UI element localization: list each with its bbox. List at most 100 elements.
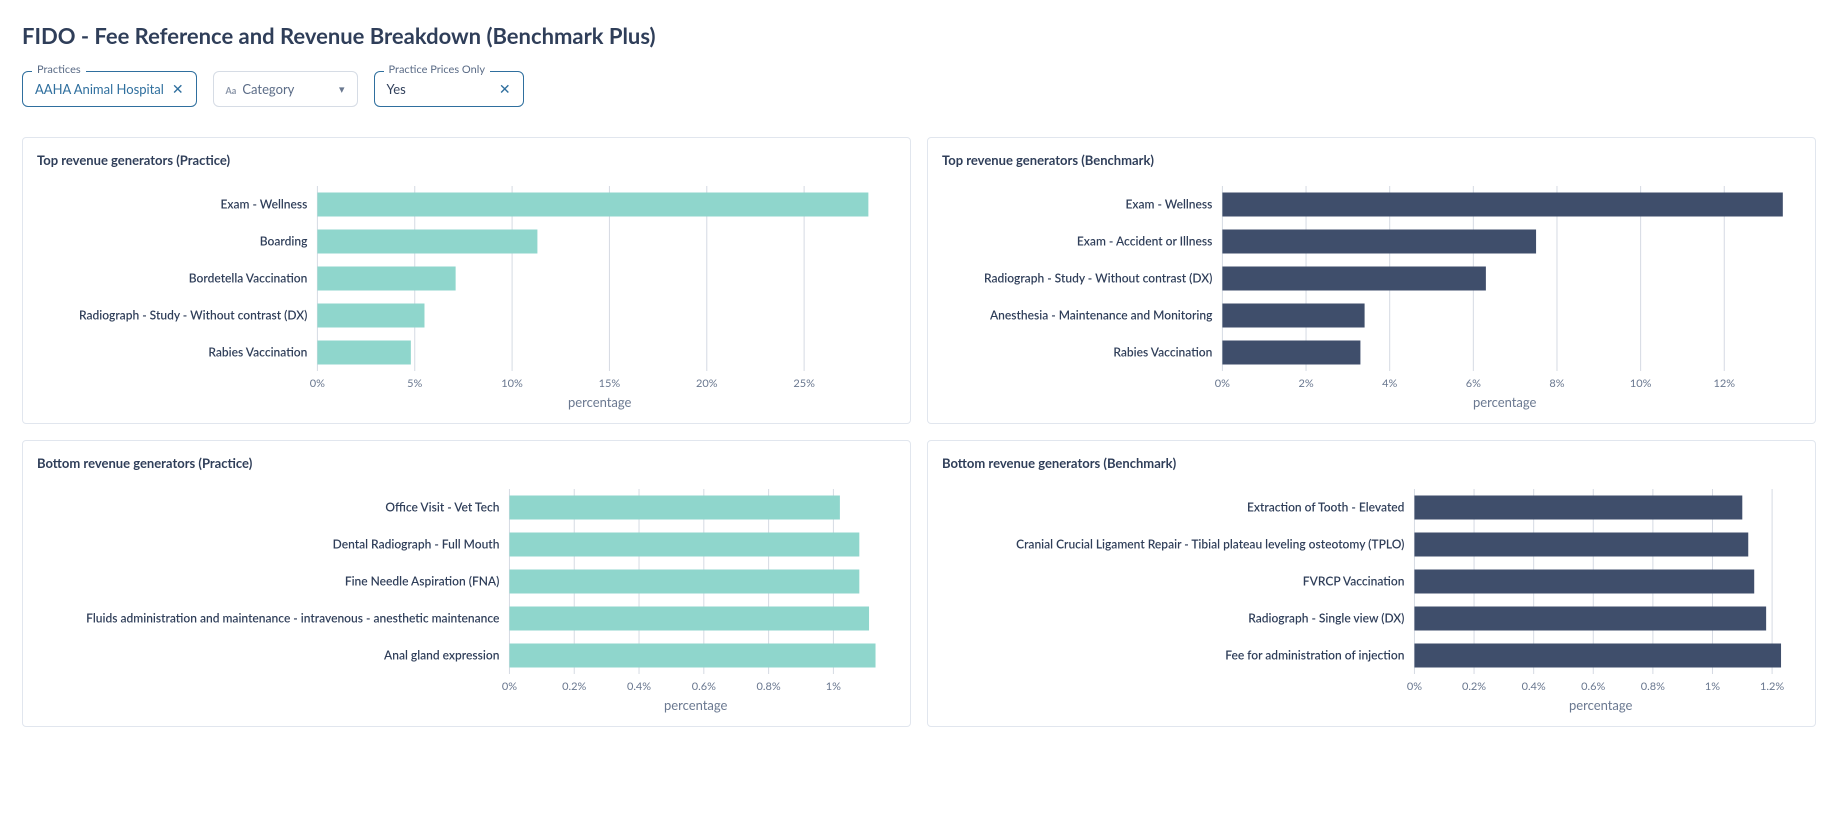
bar-chart-svg: 0% 0.2% 0.4% 0.6% 0.8% 1% Office Visit - Vet T… [37,481,896,718]
chevron-down-icon: ▾ [339,83,345,96]
x-tick-label: 1% [826,680,841,693]
text-icon: Aa [226,85,237,96]
x-tick-label: 10% [1630,377,1652,390]
x-tick-label: 5% [407,377,422,390]
chart-bar[interactable] [1222,267,1485,291]
card-title: Top revenue generators (Benchmark) [942,152,1801,168]
chart-bar[interactable] [1414,533,1748,557]
chart-bar[interactable] [1414,607,1766,631]
x-tick-label: 0.2% [562,680,586,693]
x-tick-label: 1% [1705,680,1720,693]
prices-only-filter-label: Practice Prices Only [384,63,490,76]
bar-category-label: Radiograph - Study - Without contrast (D… [984,271,1212,286]
card-bottom-benchmark: Bottom revenue generators (Benchmark) 0%… [927,440,1816,727]
x-tick-label: 0.2% [1462,680,1486,693]
chart-bar[interactable] [317,267,455,291]
chart-bottom-practice: 0% 0.2% 0.4% 0.6% 0.8% 1% Office Visit - Vet T… [37,481,896,718]
chart-bar[interactable] [509,570,859,594]
bar-category-label: Boarding [260,234,308,249]
bar-category-label: Anal gland expression [383,648,499,663]
card-title: Top revenue generators (Practice) [37,152,896,168]
bar-category-label: Radiograph - Study - Without contrast (D… [79,308,307,323]
x-tick-label: 10% [501,377,523,390]
x-tick-label: 2% [1298,377,1313,390]
x-tick-label: 0.4% [1522,680,1546,693]
bar-category-label: Exam - Wellness [1125,197,1212,212]
practices-filter-label: Practices [32,63,86,76]
chart-bar[interactable] [317,304,424,328]
card-top-benchmark: Top revenue generators (Benchmark) 0% 2% 4… [927,137,1816,424]
x-tick-label: 0.6% [692,680,716,693]
x-tick-label: 0.8% [1641,680,1665,693]
practices-filter[interactable]: Practices AAHA Animal Hospital ✕ [22,71,197,107]
card-title: Bottom revenue generators (Benchmark) [942,455,1801,471]
prices-only-filter[interactable]: Practice Prices Only Yes ✕ [374,71,524,107]
bar-category-label: Fee for administration of injection [1225,648,1404,663]
bar-category-label: Rabies Vaccination [208,345,307,360]
clear-icon[interactable]: ✕ [499,80,511,98]
bar-category-label: Extraction of Tooth - Elevated [1247,500,1404,515]
bar-chart-svg: 0% 5% 10% 15% 20% 25% Exam - Wellness Boarding B… [37,178,896,415]
chart-bar[interactable] [317,230,537,254]
x-axis-label: percentage [1569,697,1633,713]
x-tick-label: 1.2% [1760,680,1784,693]
category-filter[interactable]: Aa Category ▾ [213,71,358,107]
card-top-practice: Top revenue generators (Practice) 0% 5% 10… [22,137,911,424]
bar-category-label: FVRCP Vaccination [1303,574,1405,589]
chart-bar[interactable] [1222,193,1782,217]
bar-category-label: Office Visit - Vet Tech [385,500,499,515]
chart-bar[interactable] [509,533,859,557]
chart-bar[interactable] [1414,644,1781,668]
bar-category-label: Anesthesia - Maintenance and Monitoring [989,308,1213,323]
bar-category-label: Cranial Crucial Ligament Repair - Tibial… [1016,537,1404,552]
chart-bar[interactable] [509,496,839,520]
bar-category-label: Radiograph - Single view (DX) [1248,611,1404,626]
x-tick-label: 25% [793,377,815,390]
practices-filter-value: AAHA Animal Hospital [35,81,164,97]
chart-bar[interactable] [509,607,869,631]
x-tick-label: 0.4% [627,680,651,693]
x-tick-label: 0% [1407,680,1422,693]
bar-category-label: Bordetella Vaccination [189,271,308,286]
clear-icon[interactable]: ✕ [172,80,184,98]
x-tick-label: 0.6% [1581,680,1605,693]
x-tick-label: 0% [1215,377,1230,390]
bar-category-label: Exam - Wellness [220,197,307,212]
x-tick-label: 6% [1466,377,1481,390]
x-axis-label: percentage [568,394,632,410]
chart-bar[interactable] [1222,304,1364,328]
x-tick-label: 12% [1713,377,1735,390]
prices-only-filter-value: Yes [387,81,406,97]
chart-bar[interactable] [1414,496,1742,520]
chart-bar[interactable] [1222,230,1536,254]
bar-category-label: Exam - Accident or Illness [1077,234,1213,249]
x-tick-label: 8% [1549,377,1564,390]
card-bottom-practice: Bottom revenue generators (Practice) 0%0… [22,440,911,727]
chart-top-benchmark: 0% 2% 4% 6% 8% 10% 12% Exam - Wellness Exam - Ac… [942,178,1801,415]
page-title: FIDO - Fee Reference and Revenue Breakdo… [22,22,1816,49]
x-axis-label: percentage [1473,394,1537,410]
chart-grid: Top revenue generators (Practice) 0% 5% 10… [22,137,1816,727]
bar-category-label: Fine Needle Aspiration (FNA) [345,574,500,589]
x-tick-label: 0.8% [757,680,781,693]
chart-top-practice: 0% 5% 10% 15% 20% 25% Exam - Wellness Boarding B… [37,178,896,415]
x-tick-label: 0% [502,680,517,693]
chart-bar[interactable] [509,644,875,668]
chart-bottom-benchmark: 0% 0.2% 0.4% 0.6% 0.8% 1% 1.2% Extraction of To… [942,481,1801,718]
filter-bar: Practices AAHA Animal Hospital ✕ Aa Categ… [22,71,1816,107]
chart-bar[interactable] [317,341,410,365]
category-filter-placeholder: Category [242,81,294,97]
bar-chart-svg: 0% 2% 4% 6% 8% 10% 12% Exam - Wellness Exam - Ac… [942,178,1801,415]
bar-chart-svg: 0% 0.2% 0.4% 0.6% 0.8% 1% 1.2% Extraction of To… [942,481,1801,718]
bar-category-label: Rabies Vaccination [1113,345,1212,360]
bar-category-label: Dental Radiograph - Full Mouth [333,537,500,552]
chart-bar[interactable] [1414,570,1754,594]
x-tick-label: 0% [310,377,325,390]
card-title: Bottom revenue generators (Practice) [37,455,896,471]
chart-bar[interactable] [1222,341,1360,365]
x-tick-label: 15% [599,377,621,390]
chart-bar[interactable] [317,193,868,217]
x-axis-label: percentage [664,697,728,713]
x-tick-label: 20% [696,377,718,390]
x-tick-label: 4% [1382,377,1397,390]
